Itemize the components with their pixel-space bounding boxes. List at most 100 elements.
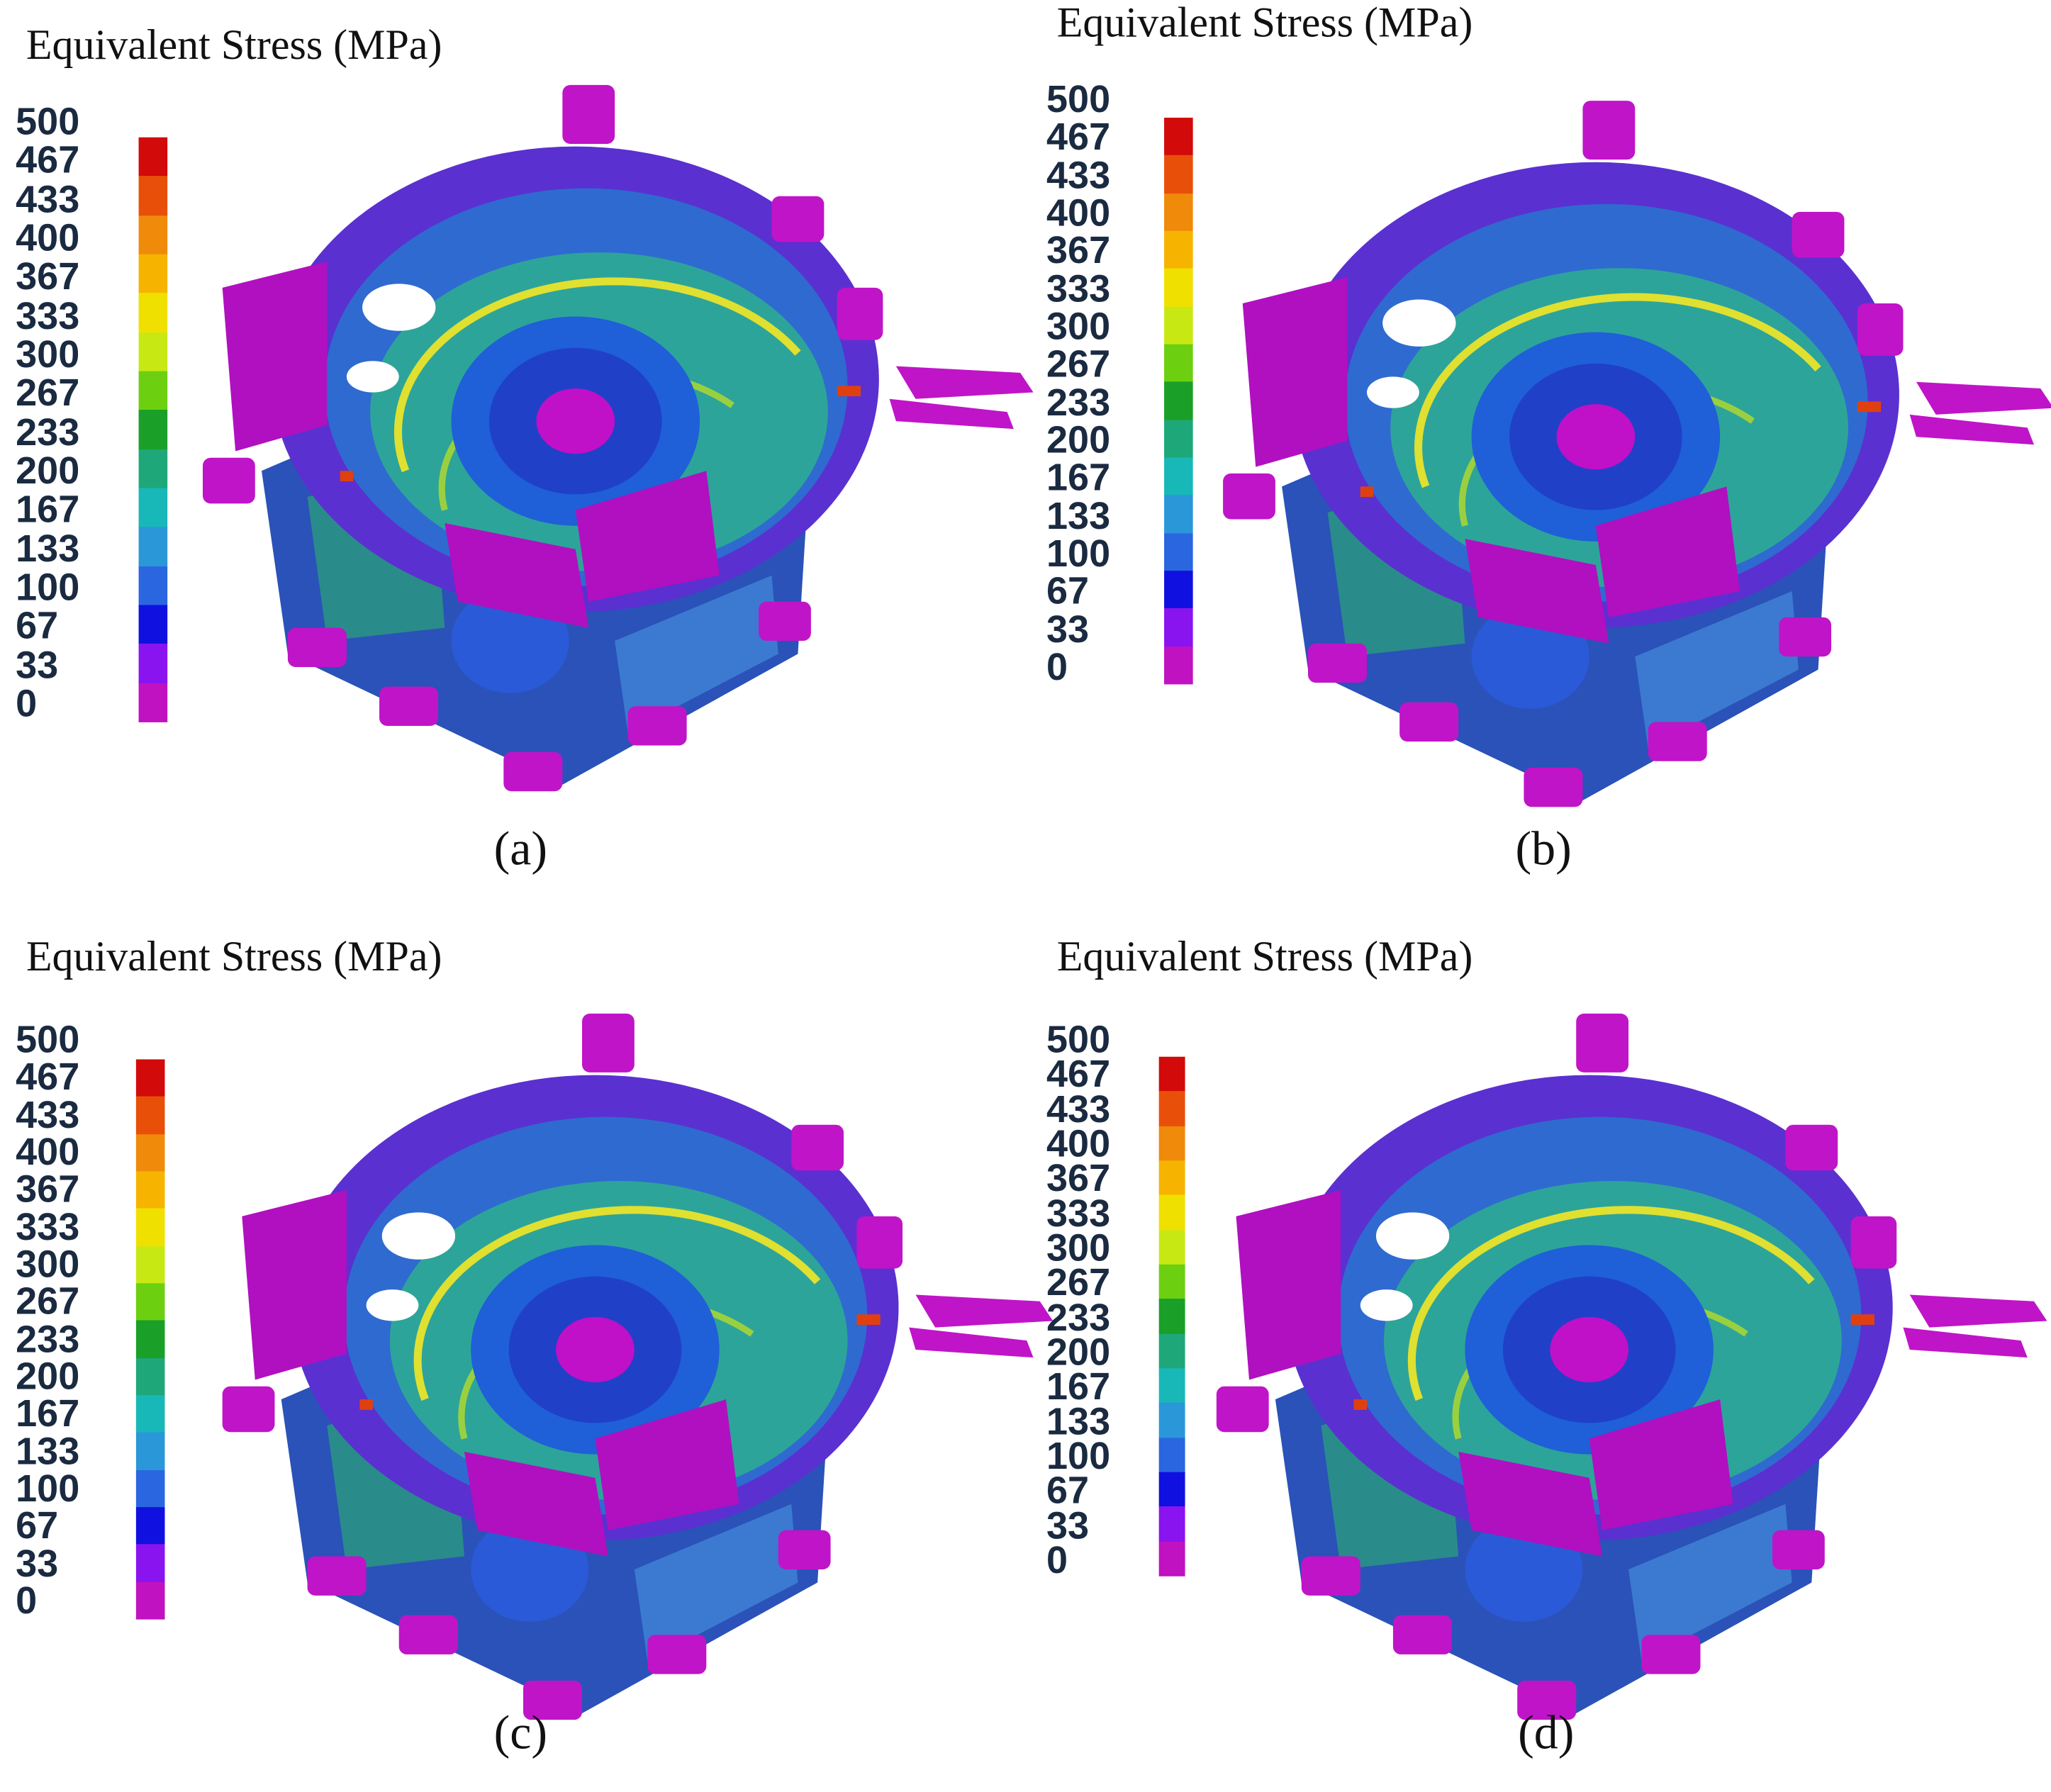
colorbar-band	[1164, 420, 1193, 458]
colorbar-band	[1164, 194, 1193, 232]
legend-title: Equivalent Stress (MPa)	[26, 933, 442, 980]
colorbar-band	[138, 449, 168, 489]
colorbar-band	[138, 526, 168, 567]
scale-tick-label: 267	[16, 1280, 79, 1323]
scale-tick-label: 400	[16, 1131, 79, 1173]
scale-tick-label: 100	[16, 1467, 79, 1510]
scale-tick-label: 0	[1046, 1539, 1068, 1581]
legend-title: Equivalent Stress (MPa)	[1057, 0, 1473, 46]
scale-tick-label: 0	[1046, 646, 1068, 688]
scale-tick-label: 233	[1046, 1297, 1110, 1339]
colorbar-band	[1158, 1126, 1185, 1161]
colorbar-band	[1158, 1194, 1185, 1231]
scale-tick-label: 367	[16, 1167, 79, 1210]
scale-tick-label: 200	[1046, 1331, 1110, 1373]
scale-tick-label: 133	[16, 1430, 79, 1473]
scale-tick-label: 367	[16, 255, 79, 298]
colorbar-band	[138, 215, 168, 255]
panel-caption: (c)	[494, 1705, 547, 1759]
colorbar-band	[135, 1358, 165, 1396]
scale-tick-label: 300	[1046, 1226, 1110, 1269]
scale-tick-label: 100	[1046, 1435, 1110, 1477]
colorbar-band	[1158, 1264, 1185, 1299]
colorbar-band	[1164, 571, 1193, 609]
scale-tick-label: 400	[1046, 191, 1110, 234]
scale-tick-label: 133	[1046, 495, 1110, 537]
scale-tick-label: 333	[1046, 1192, 1110, 1235]
colorbar-band	[138, 254, 168, 293]
scale-tick-label: 133	[16, 527, 79, 570]
scale-tick-label: 500	[16, 1019, 79, 1061]
colorbar-band	[138, 410, 168, 450]
colorbar-band	[135, 1320, 165, 1359]
colorbar-band	[138, 643, 168, 684]
scale-tick-label: 167	[16, 488, 79, 530]
colorbar-band	[1158, 1091, 1185, 1127]
scale-tick-label: 33	[1046, 1505, 1089, 1547]
colorbar-band	[138, 293, 168, 333]
panel-caption: (b)	[1515, 821, 1571, 875]
scale-tick-label: 0	[16, 683, 37, 725]
scale-tick-label: 233	[16, 1318, 79, 1360]
scale-tick-label: 200	[16, 1355, 79, 1398]
colorbar-band	[135, 1581, 165, 1620]
colorbar-band	[135, 1544, 165, 1583]
colorbar-band	[1158, 1333, 1185, 1369]
stress-model	[1217, 1014, 2047, 1720]
colorbar-band	[138, 176, 168, 216]
legend-title: Equivalent Stress (MPa)	[26, 21, 442, 68]
colorbar-band	[135, 1470, 165, 1508]
scale-tick-label: 300	[16, 333, 79, 376]
colorbar-band	[138, 605, 168, 644]
colorbar-band	[135, 1134, 165, 1172]
scale-tick-label: 167	[1046, 456, 1110, 498]
colorbar-band	[135, 1395, 165, 1433]
scale-tick-label: 367	[1046, 1157, 1110, 1199]
scale-tick-label: 167	[16, 1392, 79, 1435]
colorbar-band	[135, 1171, 165, 1209]
colorbar-band	[138, 332, 168, 372]
colorbar-band	[135, 1283, 165, 1321]
scale-tick-label: 233	[1046, 381, 1110, 424]
colorbar-band	[138, 566, 168, 605]
colorbar-band	[1158, 1230, 1185, 1265]
scale-tick-label: 367	[1046, 229, 1110, 271]
colorbar-band	[138, 683, 168, 722]
scale-tick-label: 333	[16, 295, 79, 337]
scale-tick-label: 267	[1046, 342, 1110, 385]
scale-tick-label: 67	[1046, 570, 1089, 612]
colorbar-band	[1158, 1160, 1185, 1196]
scale-tick-label: 100	[16, 566, 79, 608]
colorbar-band	[138, 371, 168, 410]
colorbar-band	[1158, 1472, 1185, 1507]
scale-tick-label: 300	[1046, 305, 1110, 347]
scale-tick-label: 400	[16, 217, 79, 259]
colorbar-band	[135, 1246, 165, 1284]
scale-tick-label: 467	[16, 139, 79, 181]
colorbar-band	[1164, 533, 1193, 571]
colorbar-band	[1158, 1438, 1185, 1473]
colorbar-band	[135, 1096, 165, 1135]
scale-tick-label: 267	[16, 371, 79, 414]
scale-tick-label: 167	[1046, 1365, 1110, 1408]
scale-tick-label: 33	[16, 1542, 58, 1585]
colorbar-band	[138, 488, 168, 527]
colorbar-band	[138, 137, 168, 177]
colorbar-band	[1164, 495, 1193, 534]
scale-tick-label: 433	[16, 179, 79, 221]
scale-tick-label: 500	[1046, 1019, 1110, 1061]
scale-tick-label: 433	[1046, 1088, 1110, 1131]
scale-tick-label: 433	[16, 1094, 79, 1136]
colorbar-band	[1164, 607, 1193, 647]
colorbar-band	[135, 1208, 165, 1247]
legend-title: Equivalent Stress (MPa)	[1057, 933, 1473, 980]
colorbar-band	[1158, 1299, 1185, 1335]
scale-tick-label: 467	[16, 1055, 79, 1098]
colorbar-band	[135, 1059, 165, 1097]
scale-tick-label: 467	[1046, 1053, 1110, 1095]
scale-tick-label: 267	[1046, 1261, 1110, 1304]
scale-tick-label: 67	[16, 605, 58, 647]
scale-tick-label: 67	[16, 1504, 58, 1547]
colorbar-band	[1164, 155, 1193, 194]
